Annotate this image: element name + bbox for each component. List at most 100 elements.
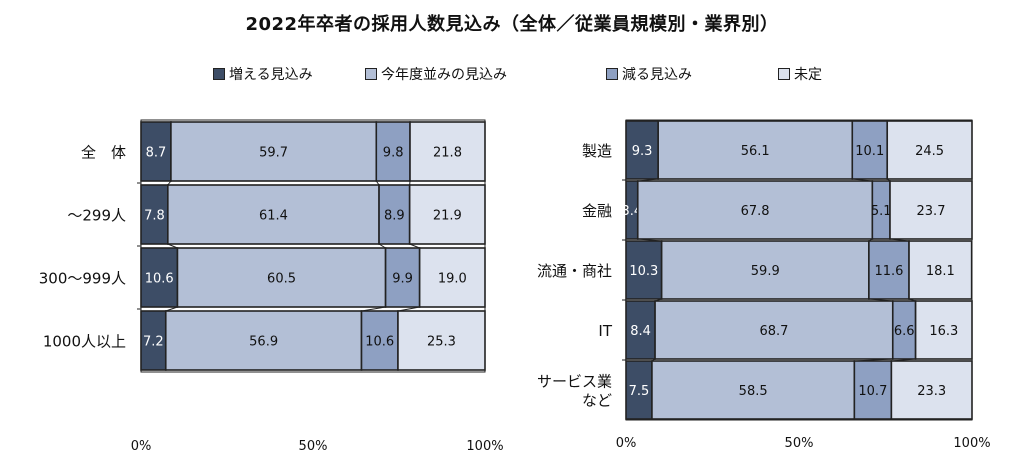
data-label-left-1-2: 8.9 xyxy=(384,209,405,224)
category-label-left-2: 300～999人 xyxy=(39,270,126,288)
legend-label-same: 今年度並みの見込み xyxy=(381,67,507,83)
bar-segment-right-4-0 xyxy=(625,360,653,420)
legend-swatch-decrease xyxy=(606,68,618,80)
category-label-line-right-1-0: 金融 xyxy=(582,202,612,220)
data-label-right-3-2: 6.6 xyxy=(894,324,915,339)
connector-line-left-2-1 xyxy=(361,306,386,312)
bar-segment-right-4-1 xyxy=(651,360,856,420)
bar-segment-left-0-3 xyxy=(409,121,486,182)
data-label-left-2-2: 9.9 xyxy=(392,272,413,287)
connector-line-right-1-0 xyxy=(637,238,662,242)
data-label-left-2-0: 10.6 xyxy=(145,272,174,287)
category-label-right-2: 流通・商社 xyxy=(537,262,612,280)
legend-swatch-same xyxy=(365,68,377,80)
category-label-left-3: 1000人以上 xyxy=(43,333,126,351)
category-label-line-left-2-0: 300～999人 xyxy=(39,270,126,288)
connector-line-right-3-1 xyxy=(854,358,893,362)
data-label-right-0-2: 10.1 xyxy=(855,144,884,159)
data-label-right-0-0: 9.3 xyxy=(632,144,653,159)
bar-segment-left-0-0 xyxy=(140,121,172,182)
data-label-right-4-0: 7.5 xyxy=(629,384,650,399)
connector-line-right-2-0 xyxy=(654,298,662,302)
bar-segment-left-1-2 xyxy=(378,184,411,245)
connector-line-left-0-0 xyxy=(167,180,172,186)
connector-line-right-0-2 xyxy=(886,178,891,182)
connector-line-right-2-2 xyxy=(908,298,916,302)
bar-segment-right-1-3 xyxy=(889,180,973,240)
bar-segment-left-0-1 xyxy=(170,121,378,182)
category-label-line-right-2-0: 流通・商社 xyxy=(537,262,612,280)
data-label-right-4-1: 58.5 xyxy=(739,384,768,399)
category-label-line-right-0-0: 製造 xyxy=(582,142,612,160)
connector-line-left-1-0 xyxy=(167,243,178,249)
category-label-line-right-4-0: サービス業 xyxy=(537,373,612,391)
connector-line-left-2-0 xyxy=(165,306,178,312)
legend-swatch-undecided xyxy=(778,68,790,80)
data-label-right-3-0: 8.4 xyxy=(630,324,651,339)
data-label-left-0-0: 8.7 xyxy=(146,146,167,161)
data-label-left-0-1: 59.7 xyxy=(259,146,288,161)
data-label-right-1-3: 23.7 xyxy=(917,204,946,219)
category-label-right-3: IT xyxy=(598,322,612,340)
data-label-right-4-3: 23.3 xyxy=(917,384,946,399)
legend: 増える見込み 今年度並みの見込み 減る見込み 未定 xyxy=(0,64,1024,86)
bar-segment-left-2-2 xyxy=(384,247,421,308)
data-label-left-3-2: 10.6 xyxy=(365,335,394,350)
category-label-left-1: ～299人 xyxy=(67,207,126,225)
data-label-left-0-3: 21.8 xyxy=(433,146,462,161)
bar-segment-left-1-0 xyxy=(140,184,169,245)
category-label-line-left-3-0: 1000人以上 xyxy=(43,333,126,351)
chart-panel-right: 9.3 56.1 10.1 24.53.4 67.8 5.1 23.710.3 59.9 11.… xyxy=(537,119,991,451)
data-label-right-2-3: 18.1 xyxy=(926,264,955,279)
bar-segment-right-1-1 xyxy=(636,180,874,240)
category-label-line-right-3-0: IT xyxy=(598,322,612,340)
category-label-right-4: サービス業など xyxy=(537,373,612,410)
data-label-left-3-3: 25.3 xyxy=(427,335,456,350)
data-label-left-1-1: 61.4 xyxy=(259,209,288,224)
x-tick-label-left-2: 100% xyxy=(466,439,503,454)
data-label-right-0-3: 24.5 xyxy=(915,144,944,159)
connector-line-right-3-0 xyxy=(651,358,656,362)
data-label-right-3-1: 68.7 xyxy=(759,324,788,339)
data-label-right-2-1: 59.9 xyxy=(751,264,780,279)
category-label-left-0: 全 体 xyxy=(81,144,126,162)
legend-item-decrease: 減る見込み xyxy=(606,64,692,84)
category-label-right-1: 金融 xyxy=(582,202,612,220)
connector-line-left-1-2 xyxy=(409,243,420,249)
data-label-right-3-3: 16.3 xyxy=(929,324,958,339)
data-label-right-2-0: 10.3 xyxy=(629,264,658,279)
legend-item-increase: 増える見込み xyxy=(213,64,313,84)
data-label-left-1-0: 7.8 xyxy=(144,209,165,224)
connector-line-right-1-2 xyxy=(889,238,910,242)
bar-segment-left-2-0 xyxy=(140,247,179,308)
bar-segment-left-0-2 xyxy=(375,121,411,182)
data-label-left-2-1: 60.5 xyxy=(267,272,296,287)
legend-item-undecided: 未定 xyxy=(778,64,822,84)
data-label-left-3-0: 7.2 xyxy=(143,335,164,350)
x-tick-label-right-0: 0% xyxy=(616,436,637,451)
x-tick-label-right-2: 100% xyxy=(953,436,990,451)
bar-segment-left-1-3 xyxy=(408,184,486,245)
connector-line-left-2-2 xyxy=(397,306,420,312)
connector-line-right-1-1 xyxy=(868,238,873,242)
data-label-left-2-3: 19.0 xyxy=(438,272,467,287)
data-label-left-1-3: 21.9 xyxy=(433,209,462,224)
category-label-line-left-0-0: 全 体 xyxy=(81,144,126,162)
connector-line-right-0-1 xyxy=(852,178,873,182)
data-label-right-4-2: 10.7 xyxy=(858,384,887,399)
connector-line-left-1-1 xyxy=(378,243,386,249)
bar-segment-right-2-3 xyxy=(908,240,973,300)
legend-label-undecided: 未定 xyxy=(794,67,822,83)
bar-segment-right-0-2 xyxy=(851,120,889,180)
bar-segment-left-3-3 xyxy=(397,310,486,371)
category-label-line-left-1-0: ～299人 xyxy=(67,207,126,225)
legend-swatch-increase xyxy=(213,68,225,80)
connector-line-right-3-2 xyxy=(891,358,916,362)
bar-segment-left-3-1 xyxy=(164,310,363,371)
bar-segment-right-0-1 xyxy=(657,120,854,180)
x-tick-label-left-0: 0% xyxy=(131,439,152,454)
bar-segment-right-4-3 xyxy=(890,360,973,420)
bar-segment-right-0-0 xyxy=(625,120,659,180)
